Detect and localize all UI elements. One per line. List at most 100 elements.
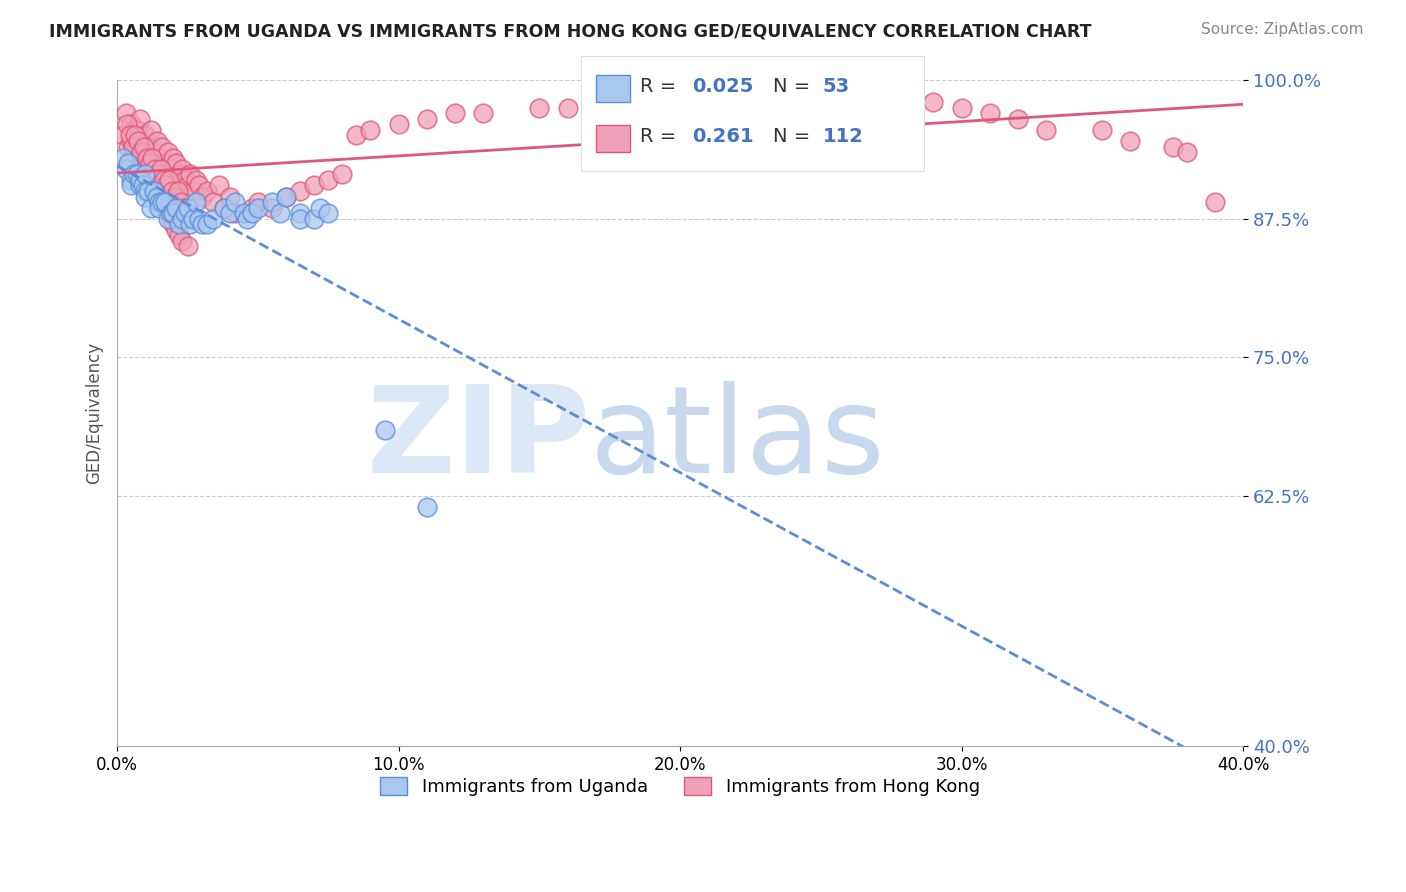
Point [950,101,973,115]
Point [344,128,367,143]
Point [288,211,311,226]
Point [136,184,159,198]
Point [1035,123,1057,137]
Point [754,84,776,98]
Point [316,206,339,220]
Point [125,167,148,181]
Text: IMMIGRANTS FROM UGANDA VS IMMIGRANTS FROM HONG KONG GED/EQUIVALENCY CORRELATION : IMMIGRANTS FROM UGANDA VS IMMIGRANTS FRO… [49,22,1091,40]
Point [529,101,551,115]
Point [302,211,325,226]
Point [146,167,169,181]
Point [145,189,167,203]
Point [120,178,142,193]
Point [145,184,167,198]
Point [148,189,170,203]
Point [190,217,212,231]
Text: 0.261: 0.261 [692,127,754,146]
Point [444,106,467,120]
Point [165,156,187,170]
Point [557,101,579,115]
Point [176,178,198,193]
Point [195,217,218,231]
Point [156,206,179,220]
Point [1161,139,1184,153]
Point [155,178,177,193]
Point [260,195,283,210]
Point [697,89,720,103]
Point [157,173,180,187]
Point [122,167,145,181]
Point [195,184,218,198]
Point [136,167,159,181]
Point [152,173,174,187]
Point [148,195,170,210]
Point [187,178,209,193]
Point [135,151,157,165]
Point [190,189,212,203]
Point [111,151,134,165]
Point [163,189,186,203]
Point [170,211,193,226]
Point [979,106,1001,120]
Point [922,95,945,110]
Point [260,201,283,215]
Point [172,201,194,215]
Point [224,206,246,220]
Point [232,206,254,220]
Point [288,184,311,198]
Point [159,206,181,220]
Point [240,201,263,215]
Legend: Immigrants from Uganda, Immigrants from Hong Kong: Immigrants from Uganda, Immigrants from … [373,770,987,804]
Point [201,195,224,210]
Point [132,139,155,153]
Point [121,139,143,153]
Text: 112: 112 [823,127,863,146]
Point [162,217,184,231]
Point [127,134,149,148]
Point [128,151,150,165]
Point [156,211,179,226]
Point [316,173,339,187]
Point [170,161,193,176]
Point [173,206,195,220]
Text: Source: ZipAtlas.com: Source: ZipAtlas.com [1201,22,1364,37]
Point [114,161,136,176]
Point [308,201,330,215]
Point [1091,123,1114,137]
Point [838,84,860,98]
Text: R =: R = [640,77,682,96]
Point [124,128,146,143]
Point [184,195,207,210]
Point [162,206,184,220]
Point [725,84,748,98]
Point [167,217,190,231]
Point [148,201,170,215]
Point [149,161,172,176]
Point [167,228,190,243]
Point [240,206,263,220]
Point [641,95,664,110]
Point [165,223,187,237]
Point [150,139,173,153]
Point [153,156,176,170]
Point [235,211,257,226]
Point [139,201,162,215]
Point [118,128,141,143]
Point [153,201,176,215]
Point [166,184,188,198]
Y-axis label: GED/Equivalency: GED/Equivalency [86,342,103,484]
Point [138,156,160,170]
Point [330,167,353,181]
Text: ZIP: ZIP [367,381,591,498]
Point [128,178,150,193]
Point [159,211,181,226]
Point [141,151,163,165]
Point [472,106,495,120]
Point [184,173,207,187]
Point [416,500,439,515]
Point [169,195,191,210]
Point [145,134,167,148]
Point [179,217,201,231]
Point [139,123,162,137]
Point [120,117,142,131]
